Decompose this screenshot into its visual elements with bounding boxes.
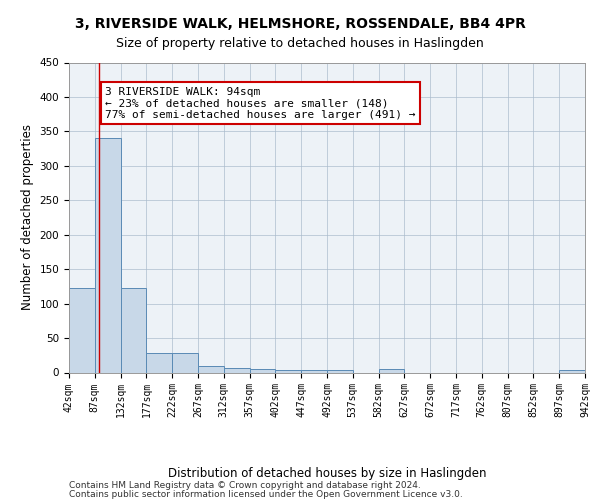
Bar: [69, 288, 95, 372]
Text: Size of property relative to detached houses in Haslingden: Size of property relative to detached ho…: [116, 38, 484, 51]
Bar: [121, 288, 146, 372]
Bar: [146, 352, 172, 372]
Text: 3, RIVERSIDE WALK, HELMSHORE, ROSSENDALE, BB4 4PR: 3, RIVERSIDE WALK, HELMSHORE, ROSSENDALE…: [74, 18, 526, 32]
Bar: [275, 370, 301, 372]
Bar: [250, 369, 275, 372]
Bar: [198, 366, 224, 372]
Bar: [224, 368, 250, 372]
Bar: [559, 370, 585, 372]
Bar: [301, 370, 327, 372]
Bar: [172, 352, 198, 372]
Bar: [95, 138, 121, 372]
Text: 3 RIVERSIDE WALK: 94sqm
← 23% of detached houses are smaller (148)
77% of semi-d: 3 RIVERSIDE WALK: 94sqm ← 23% of detache…: [105, 86, 416, 120]
Y-axis label: Number of detached properties: Number of detached properties: [21, 124, 34, 310]
Bar: [379, 369, 404, 372]
Text: Distribution of detached houses by size in Haslingden: Distribution of detached houses by size …: [168, 468, 486, 480]
Text: Contains HM Land Registry data © Crown copyright and database right 2024.: Contains HM Land Registry data © Crown c…: [69, 481, 421, 490]
Bar: [327, 370, 353, 372]
Text: Contains public sector information licensed under the Open Government Licence v3: Contains public sector information licen…: [69, 490, 463, 499]
